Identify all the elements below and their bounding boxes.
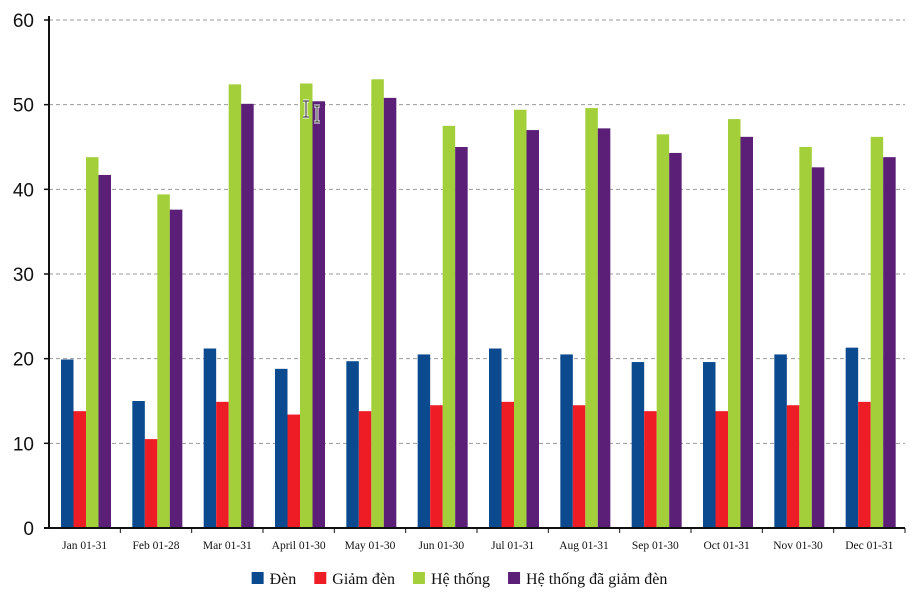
bar <box>572 405 586 528</box>
bar <box>157 194 170 528</box>
bar <box>144 439 158 528</box>
bar <box>845 347 859 528</box>
legend-swatch <box>508 572 521 584</box>
bar <box>132 401 145 528</box>
x-tick-label: Jun 01-30 <box>418 540 464 552</box>
legend-item: Hệ thống đã giảm đèn <box>508 571 667 588</box>
bar <box>870 136 884 528</box>
bar <box>287 414 300 528</box>
bar <box>275 368 288 528</box>
bar <box>786 405 800 528</box>
bar <box>371 79 384 529</box>
grid-lines <box>49 19 905 444</box>
x-tick-label: Dec 01-31 <box>845 540 893 552</box>
bar <box>430 405 443 528</box>
legend-swatch <box>412 572 425 584</box>
bar <box>300 83 313 528</box>
bar <box>526 130 539 528</box>
x-tick-label: May 01-30 <box>345 540 396 552</box>
bar <box>203 348 217 528</box>
y-tick-label: 60 <box>13 11 34 32</box>
x-axis-ticks: Jan 01-31 Feb 01-28 Mar 01-31 April 01-30 Ma… <box>62 528 906 552</box>
bar <box>774 354 787 528</box>
bar <box>740 136 753 528</box>
bar <box>656 134 670 529</box>
bar <box>383 97 397 528</box>
bar <box>98 174 111 528</box>
bar <box>169 209 183 528</box>
bar <box>514 109 527 528</box>
bars <box>61 79 896 529</box>
bar <box>560 354 573 528</box>
x-tick-label: Oct 01-31 <box>704 540 751 552</box>
x-tick-label: Nov 01-30 <box>773 540 823 552</box>
bar <box>715 411 728 528</box>
bar <box>417 354 431 528</box>
bar <box>585 108 598 529</box>
bar <box>228 84 242 528</box>
x-tick-label: Feb 01-28 <box>133 540 180 552</box>
legend-swatch <box>314 572 327 584</box>
bar <box>489 348 502 528</box>
bar <box>811 167 825 528</box>
y-tick-label: 20 <box>13 350 34 371</box>
legend-swatch <box>251 572 264 584</box>
bar <box>73 411 86 528</box>
x-tick-label: Mar 01-31 <box>203 540 252 552</box>
y-tick-label: 0 <box>23 519 34 540</box>
legend-label: Hệ thống đã giảm đèn <box>526 571 667 588</box>
x-tick-label: Sep 01-30 <box>632 540 679 552</box>
bar <box>358 411 372 528</box>
x-tick-label: April 01-30 <box>272 540 326 552</box>
bar <box>728 119 741 528</box>
x-tick-label: Jul 01-31 <box>491 540 534 552</box>
y-axis-ticks: 0 10 20 30 40 50 60 <box>13 11 49 540</box>
x-tick-label: Jan 01-31 <box>62 540 107 552</box>
legend-label: Hệ thống <box>431 571 490 588</box>
bar <box>858 401 871 528</box>
bar <box>346 361 359 528</box>
bar <box>883 157 896 528</box>
y-tick-label: 50 <box>13 96 34 117</box>
bar <box>312 101 325 528</box>
legend-item: Giảm đèn <box>314 571 395 588</box>
y-tick-label: 10 <box>13 434 34 455</box>
bar <box>799 147 812 528</box>
legend: Đèn Giảm đèn Hệ thống Hệ thống đã giảm đèn <box>251 571 667 588</box>
bar <box>442 125 456 528</box>
y-tick-label: 40 <box>13 180 34 201</box>
bar <box>501 401 514 528</box>
legend-label: Giảm đèn <box>332 571 395 588</box>
bar <box>216 401 229 528</box>
y-tick-label: 30 <box>13 265 34 286</box>
bar <box>86 157 99 528</box>
bar <box>61 359 74 528</box>
x-tick-label: Aug 01-31 <box>559 540 609 552</box>
text-cursor-icon <box>303 99 320 124</box>
bar <box>703 362 716 528</box>
bar <box>669 152 682 528</box>
bar <box>631 362 645 528</box>
bar <box>597 128 611 528</box>
legend-item: Đèn <box>251 571 297 588</box>
legend-label: Đèn <box>270 571 297 588</box>
bar <box>455 147 468 528</box>
bar <box>241 103 254 528</box>
legend-item: Hệ thống <box>412 571 490 588</box>
bar <box>644 411 657 528</box>
